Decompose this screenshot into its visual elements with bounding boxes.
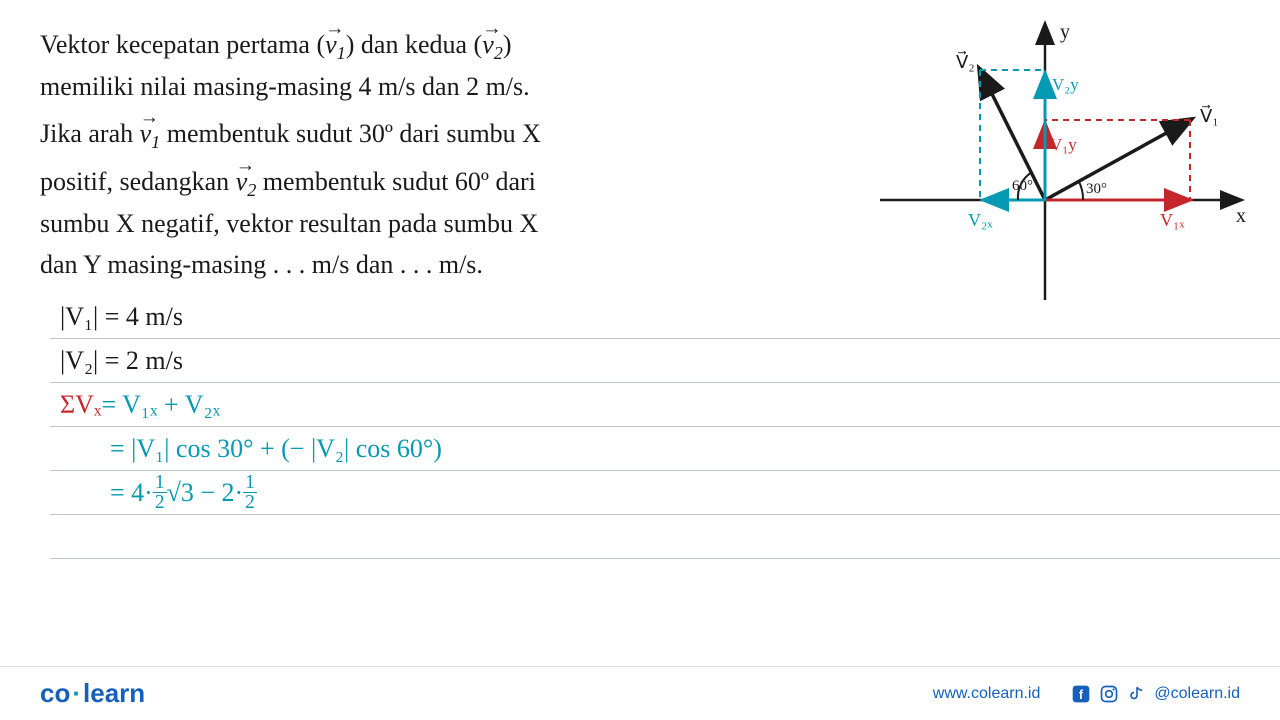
- vector-v2: v2: [482, 25, 503, 67]
- label-x: x: [1236, 205, 1246, 227]
- hw-line-1: |V₁| = 4 m/s: [60, 302, 183, 332]
- text: ) dan kedua (: [346, 30, 482, 59]
- label-y: y: [1060, 21, 1070, 43]
- text: membentuk sudut 60º dari: [256, 167, 536, 196]
- facebook-icon: f: [1070, 683, 1092, 705]
- label-v2y: V₂y: [1052, 75, 1079, 94]
- hw-line-3-teal: = V₁ₓ + V₂ₓ: [101, 390, 220, 420]
- text: ): [503, 30, 512, 59]
- label-angle-60: 60°: [1012, 178, 1033, 194]
- vector-v1-line: [1045, 120, 1190, 200]
- label-angle-30: 30°: [1086, 181, 1107, 197]
- label-v1y: V₁y: [1050, 135, 1077, 154]
- social-icons: f @colearn.id: [1070, 683, 1240, 705]
- label-v1x: V₁ₓ: [1160, 210, 1185, 230]
- hw-line-4: = |V₁| cos 30° + (− |V₂| cos 60°): [110, 434, 442, 464]
- hw-line-3-red: ΣVₓ: [60, 390, 101, 420]
- footer: co·learn www.colearn.id f @colearn.id: [0, 666, 1280, 720]
- hw-line-2: |V₂| = 2 m/s: [60, 346, 183, 376]
- footer-handle: @colearn.id: [1154, 685, 1240, 703]
- label-v2x: V₂ₓ: [968, 210, 993, 230]
- text: dan Y masing-masing . . . m/s dan . . . …: [40, 245, 690, 285]
- text: Vektor kecepatan pertama (: [40, 30, 325, 59]
- handwritten-work: |V₁| = 4 m/s |V₂| = 2 m/s ΣVₓ = V₁ₓ + V₂…: [0, 285, 1280, 603]
- text: membentuk sudut 30º dari sumbu X: [160, 119, 541, 148]
- footer-url: www.colearn.id: [933, 685, 1041, 703]
- label-v1: V⃗₁: [1200, 105, 1219, 126]
- vector-v1: v1: [140, 114, 161, 156]
- text: Jika arah: [40, 119, 140, 148]
- vector-diagram: y x V⃗₁ V⃗₂ V₁ₓ V₂ₓ V₁y V₂y 30° 60°: [860, 10, 1260, 310]
- logo: co·learn: [40, 678, 145, 709]
- text: sumbu X negatif, vektor resultan pada su…: [40, 204, 690, 244]
- vector-v2: v2: [236, 162, 257, 204]
- text: positif, sedangkan: [40, 167, 236, 196]
- tiktok-icon: [1126, 683, 1148, 705]
- instagram-icon: [1098, 683, 1120, 705]
- problem-text: Vektor kecepatan pertama (v1) dan kedua …: [40, 25, 690, 285]
- vector-v1: v1: [325, 25, 346, 67]
- label-v2: V⃗₂: [956, 51, 975, 72]
- text: memiliki nilai masing-masing 4 m/s dan 2…: [40, 67, 690, 107]
- hw-line-5: = 4· 12 √3 − 2· 12: [50, 471, 1280, 515]
- angle-30-arc: [1078, 180, 1083, 200]
